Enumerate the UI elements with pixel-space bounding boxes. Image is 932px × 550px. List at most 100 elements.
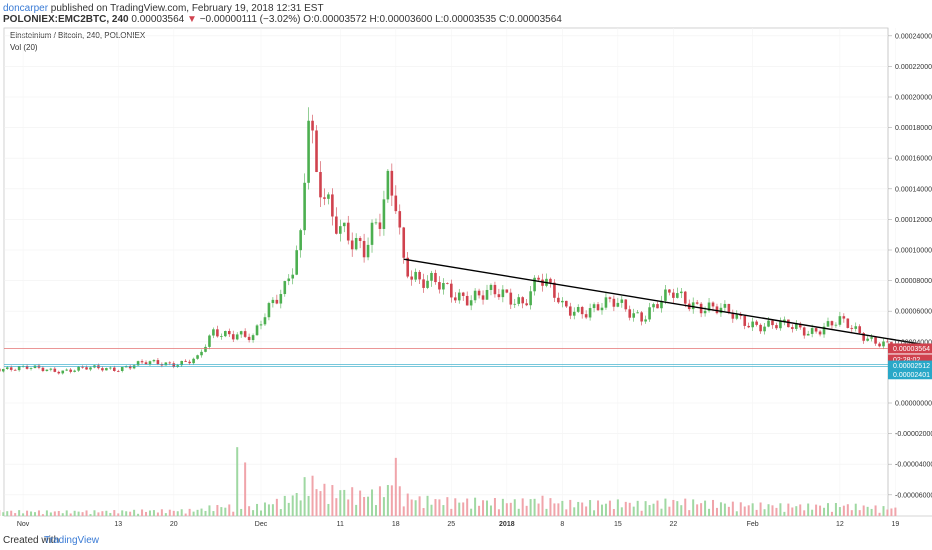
candle-body [358, 237, 362, 241]
volume-bar [93, 510, 96, 516]
candle-body [13, 369, 17, 371]
candle-body [335, 216, 338, 234]
volume-bar [248, 506, 251, 516]
volume-bar [525, 505, 528, 516]
volume-bar [14, 513, 17, 516]
candle-body [446, 283, 449, 284]
candle-body [140, 361, 144, 363]
last-price-tag-bg [888, 343, 932, 354]
price-axis[interactable]: 0.00024000 0.00022000 0.00020000 0.00018000… [888, 33, 932, 499]
candle-body [204, 346, 207, 352]
candle-body [481, 295, 485, 300]
candle-body [775, 325, 778, 329]
candle-body [57, 371, 61, 374]
trend-line[interactable] [403, 258, 932, 381]
volume-bar [275, 498, 278, 516]
tradingview-logo[interactable]: TradingView [44, 535, 100, 546]
symbol-label: POLONIEX:EMC2BTC, 240 [3, 14, 129, 25]
candle-body [810, 328, 814, 334]
candle-body [457, 292, 461, 301]
candle-body [319, 172, 322, 198]
candle-body [37, 365, 41, 368]
last-value: 0.00003564 [131, 14, 185, 25]
candle-body [549, 278, 552, 283]
volume-bar [145, 511, 148, 516]
candle-body [89, 367, 92, 370]
volume-bar [335, 498, 338, 516]
candle-body [461, 292, 465, 296]
volume-bar [256, 503, 259, 516]
volume-bar [208, 505, 211, 516]
candle-body [652, 304, 655, 308]
volume-bar [363, 496, 366, 516]
volume-bar [652, 503, 655, 516]
volume-bar [660, 508, 663, 516]
candle-body [85, 367, 88, 370]
volume-bar [819, 505, 822, 516]
volume-bar [382, 497, 385, 516]
candle-body [707, 302, 711, 311]
volume-bar [236, 447, 239, 516]
author-link[interactable]: doncarper [3, 3, 49, 14]
candle-body [374, 222, 378, 224]
candle-body [798, 324, 802, 328]
candle-body [497, 294, 501, 298]
candle-body [9, 367, 13, 370]
candle-body [838, 316, 842, 325]
legend-vol: Vol (20) [10, 43, 38, 52]
candle-body [49, 368, 53, 370]
volume-bar [267, 504, 270, 516]
candle-body [521, 297, 524, 304]
candle-body [77, 366, 80, 371]
volume-bar [751, 503, 754, 516]
volume-bar [228, 504, 231, 516]
volume-bar [549, 498, 552, 516]
volume-bar [287, 502, 290, 516]
candle-body [814, 328, 818, 332]
volume-bar [244, 462, 247, 516]
countdown-tag: 02:28:02 [893, 357, 920, 364]
volume-bar [787, 503, 790, 516]
candle-body [180, 360, 183, 366]
volume-bar [129, 511, 132, 516]
candle-body [422, 279, 425, 288]
candle-body [291, 274, 295, 279]
time-axis-label: 8 [560, 521, 564, 528]
candle-body [830, 321, 834, 326]
price-axis-label: 0.00024000 [895, 33, 932, 40]
volume-bar [442, 505, 445, 516]
candle-body [826, 321, 830, 327]
candle-body [604, 297, 608, 308]
volume-bar [418, 496, 421, 516]
candle-body [453, 297, 457, 301]
volume-bar [854, 503, 857, 516]
candle-body [69, 369, 72, 372]
candle-body [715, 306, 719, 314]
time-axis-label: 11 [337, 521, 344, 528]
volume-bar [735, 511, 738, 516]
volume-bar [866, 506, 869, 516]
candle-body [561, 300, 564, 303]
volume-bar [414, 500, 417, 516]
volume-bar [22, 513, 25, 516]
volume-bar [77, 511, 80, 516]
volume-bar [700, 503, 703, 516]
volume-bar [632, 506, 635, 516]
volume-bar [152, 510, 155, 516]
candle-body [414, 271, 417, 280]
ohlc-values: O:0.00003572 H:0.00003600 L:0.00003535 C… [303, 14, 562, 25]
volume-bar [557, 503, 560, 516]
candle-body [81, 366, 84, 368]
candle-body [144, 362, 148, 365]
candle-body [648, 307, 651, 320]
candle-body [263, 317, 267, 325]
volume-bar [474, 497, 477, 516]
volume-bar [791, 507, 794, 516]
volume-bar [378, 486, 381, 516]
candle-body [870, 337, 873, 339]
volume-bar [141, 509, 144, 516]
volume-bar [581, 502, 584, 516]
time-axis[interactable]: 23Nov1320Dec111825201881522Feb1219Mar121… [0, 521, 932, 528]
volume-bar [374, 505, 377, 516]
